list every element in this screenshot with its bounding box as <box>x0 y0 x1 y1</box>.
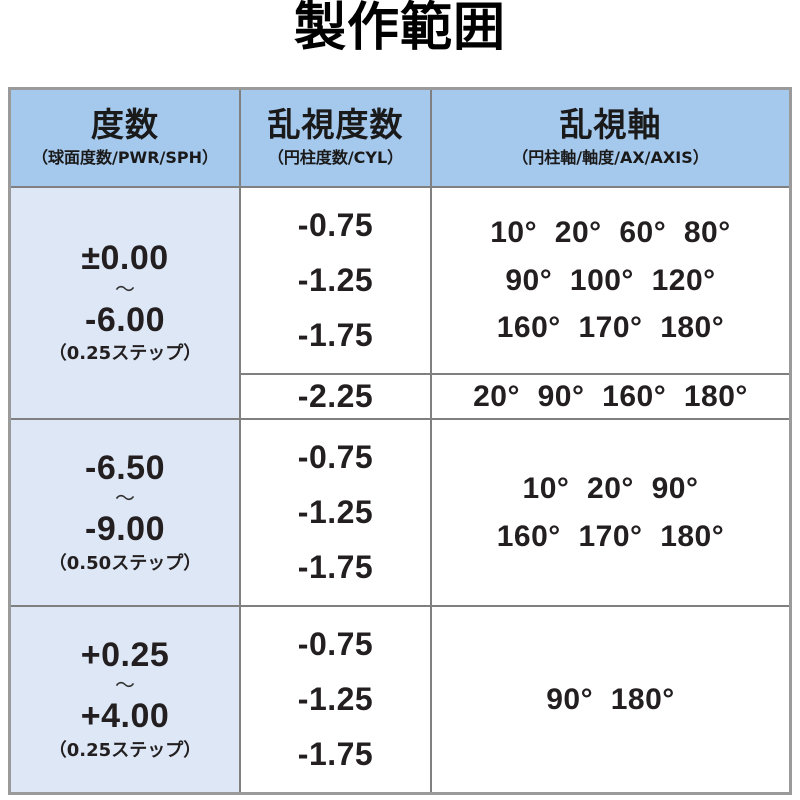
production-range-table: 度数 （球面度数/PWR/SPH） 乱視度数 （円柱度数/CYL） 乱視軸 （円… <box>11 90 789 792</box>
table-header: 度数 （球面度数/PWR/SPH） 乱視度数 （円柱度数/CYL） 乱視軸 （円… <box>11 90 789 188</box>
table-row: ±0.00 〜 -6.00 （0.25ステップ） -0.75 -1.25 -1.… <box>11 185 789 421</box>
column-header-axis: 乱視軸 （円柱軸/軸度/AX/AXIS） <box>430 90 789 188</box>
cylinder-value-list-1a: -0.75 -1.25 -1.75 <box>241 198 430 363</box>
column-header-power-main: 度数 <box>91 105 159 145</box>
column-header-axis-sub: （円柱軸/軸度/AX/AXIS） <box>512 148 709 168</box>
axis-value-list-2a: 10° 20° 90° 160° 170° 180° <box>432 465 789 560</box>
axis-value-row: 90° 180° <box>546 682 675 716</box>
axis-cell-1b: 20° 90° 160° 180° <box>430 372 789 421</box>
cylinder-value-list-3a: -0.75 -1.25 -1.75 <box>241 617 430 782</box>
column-header-cylinder-main: 乱視度数 <box>267 105 404 145</box>
axis-cell-3a: 90° 180° <box>430 605 789 792</box>
cylinder-value: -2.25 <box>297 378 374 415</box>
table-row: -2.25 20° 90° 160° 180° <box>11 372 789 421</box>
axis-value-row: 20° 90° 160° 180° <box>473 379 748 413</box>
cylinder-value-list-2a: -0.75 -1.25 -1.75 <box>241 430 430 595</box>
cylinder-value: -1.25 <box>297 681 374 718</box>
cylinder-value: -1.25 <box>297 261 374 298</box>
table-body: ±0.00 〜 -6.00 （0.25ステップ） -0.75 -1.25 -1.… <box>11 185 789 792</box>
cylinder-value: -1.25 <box>297 494 374 531</box>
cylinder-value: -1.75 <box>297 736 374 773</box>
table-header-row: 度数 （球面度数/PWR/SPH） 乱視度数 （円柱度数/CYL） 乱視軸 （円… <box>11 90 789 188</box>
cylinder-cell-1b: -2.25 <box>240 372 432 421</box>
cylinder-value: -1.75 <box>297 317 374 353</box>
power-range-tilde-1: 〜 <box>115 278 135 301</box>
power-range-tilde-3: 〜 <box>115 675 135 698</box>
cylinder-cell-2a: -0.75 -1.25 -1.75 <box>239 418 432 608</box>
power-range-from-2: -6.50 <box>85 449 165 487</box>
cylinder-cell-1a: -0.75 -1.25 -1.75 <box>239 186 432 375</box>
power-range-cell-3: +0.25 〜 +4.00 （0.25ステップ） <box>11 605 241 792</box>
axis-value-list-1a: 10° 20° 60° 80° 90° 100° 120° 160° 170° … <box>432 209 789 351</box>
spec-table-container: 度数 （球面度数/PWR/SPH） 乱視度数 （円柱度数/CYL） 乱視軸 （円… <box>8 87 792 795</box>
table-row: +0.25 〜 +4.00 （0.25ステップ） -0.75 -1.25 -1.… <box>11 605 789 792</box>
power-range-to-1: -6.00 <box>85 300 165 339</box>
column-header-power-sub: （球面度数/PWR/SPH） <box>31 148 219 168</box>
power-range-from-1: ±0.00 <box>81 239 169 278</box>
cylinder-cell-3a: -0.75 -1.25 -1.75 <box>239 605 432 792</box>
cylinder-value: -0.75 <box>297 206 374 243</box>
axis-value-row: 160° 170° 180° <box>496 311 725 345</box>
power-range-step-1: （0.25ステップ） <box>48 343 202 365</box>
cylinder-value: -1.75 <box>297 549 374 586</box>
power-range-step-2: （0.50ステップ） <box>48 552 202 574</box>
axis-cell-2a: 10° 20° 90° 160° 170° 180° <box>430 418 789 608</box>
axis-value-row: 10° 20° 90° <box>522 472 699 506</box>
power-range-cell-1: ±0.00 〜 -6.00 （0.25ステップ） <box>11 185 241 421</box>
axis-value-row: 160° 170° 180° <box>496 519 725 553</box>
power-range-to-3: +4.00 <box>80 697 170 736</box>
column-header-cylinder-sub: （円柱度数/CYL） <box>267 148 404 168</box>
page-title: 製作範囲 <box>293 0 506 58</box>
axis-cell-1a: 10° 20° 60° 80° 90° 100° 120° 160° 170° … <box>430 186 789 375</box>
table-row: -6.50 〜 -9.00 （0.50ステップ） -0.75 -1.25 -1.… <box>11 418 789 608</box>
axis-value-row: 90° 100° 120° <box>505 263 716 297</box>
power-range-cell-2: -6.50 〜 -9.00 （0.50ステップ） <box>11 418 241 608</box>
column-header-power: 度数 （球面度数/PWR/SPH） <box>11 90 241 188</box>
power-range-tilde-2: 〜 <box>115 488 135 511</box>
cylinder-value: -0.75 <box>297 439 374 476</box>
power-range-from-3: +0.25 <box>80 635 170 674</box>
column-header-cylinder: 乱視度数 （円柱度数/CYL） <box>239 90 432 188</box>
power-range-to-2: -9.00 <box>85 510 165 549</box>
column-header-axis-main: 乱視軸 <box>559 105 662 145</box>
axis-value-row: 10° 20° 60° 80° <box>490 216 731 250</box>
cylinder-value: -0.75 <box>297 626 374 663</box>
power-range-step-3: （0.25ステップ） <box>48 739 202 761</box>
